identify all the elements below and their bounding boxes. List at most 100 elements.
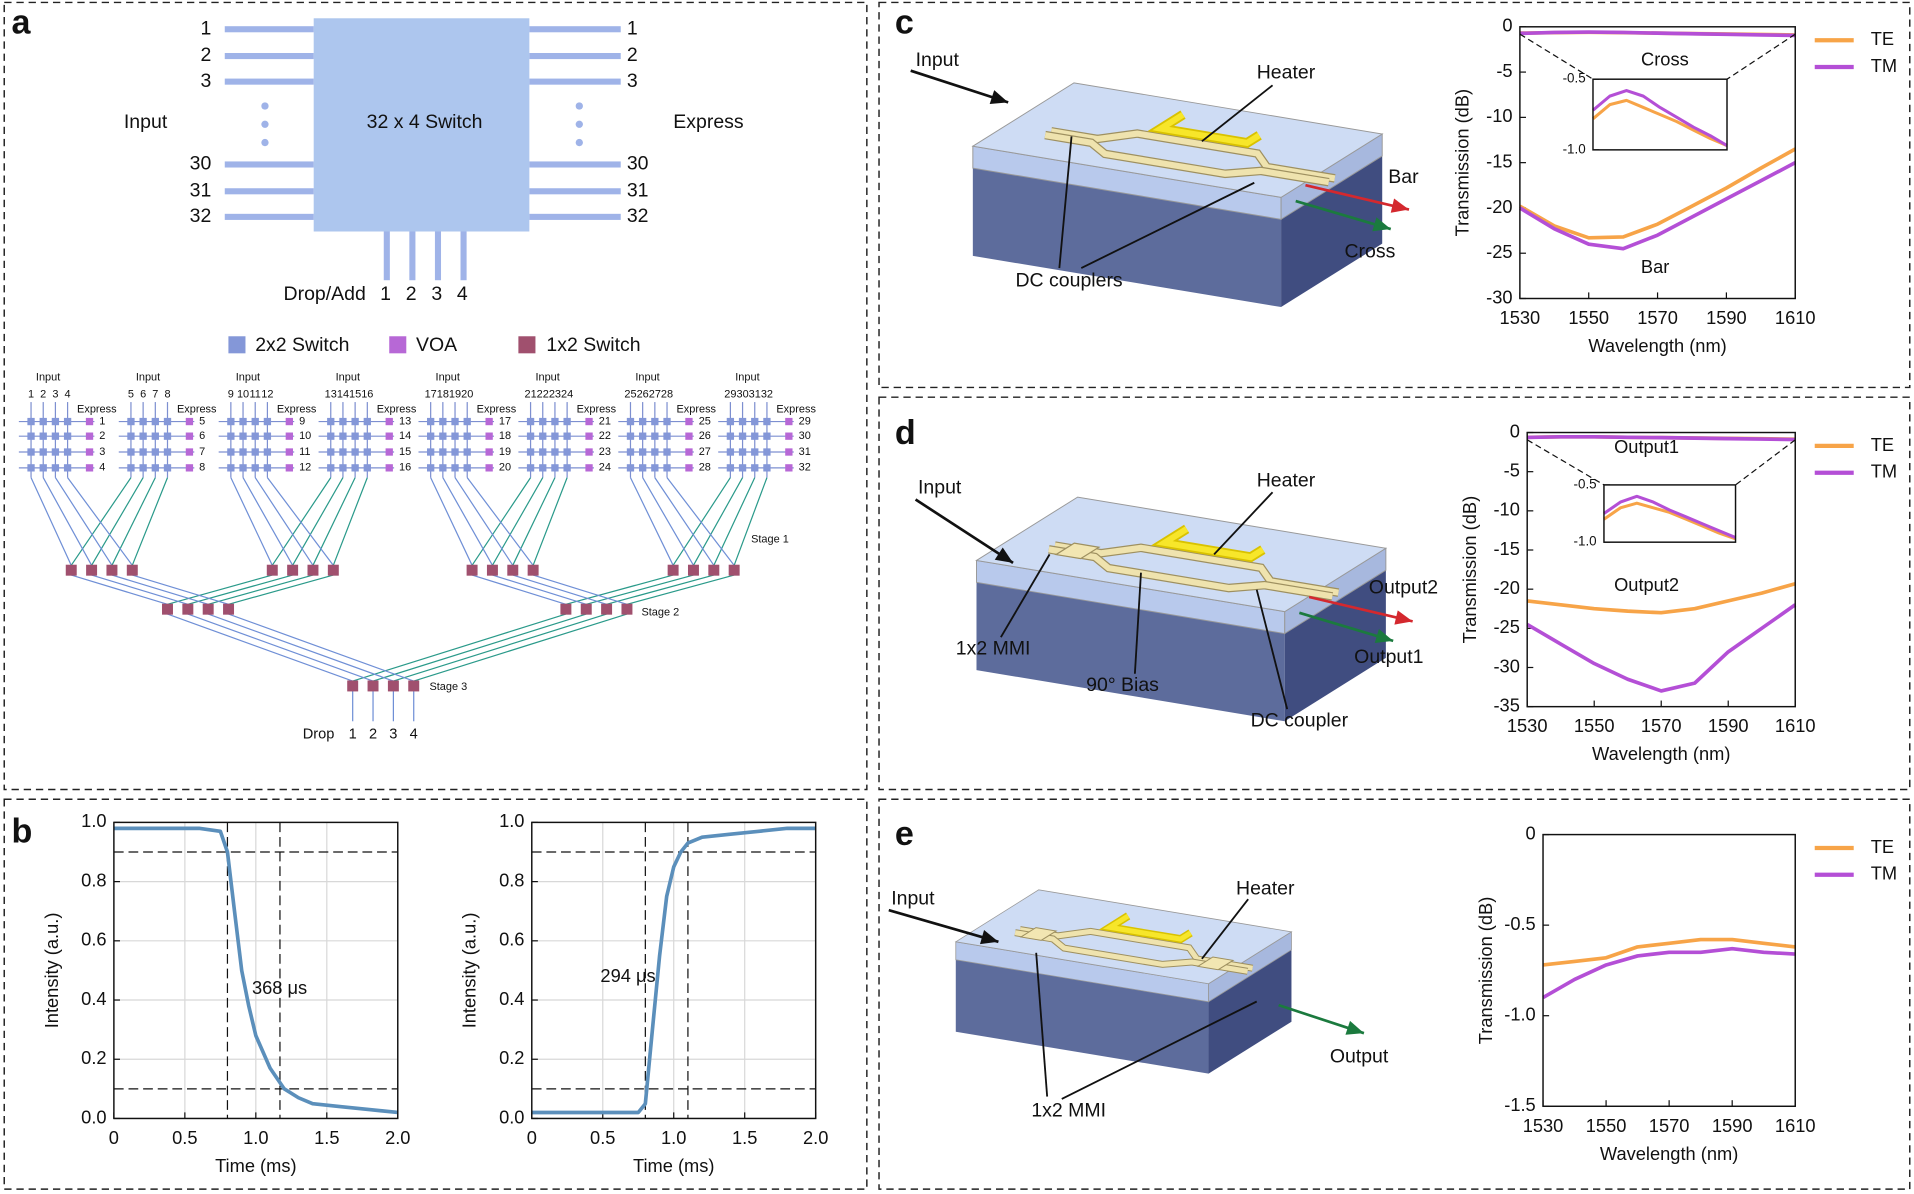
voa xyxy=(185,448,194,456)
leader-line xyxy=(1080,181,1255,269)
y-tick-label: -0.5 xyxy=(1563,71,1586,86)
wire xyxy=(692,477,744,566)
wire xyxy=(70,477,132,566)
switch-1x2 xyxy=(223,603,235,615)
group-express-number: 2 xyxy=(99,430,105,442)
y-tick-label: 0 xyxy=(1502,15,1512,36)
annotation: Output1 xyxy=(1614,436,1679,457)
switch-1x2 xyxy=(347,680,359,692)
switch-2x2 xyxy=(639,432,647,440)
y-tick-label: -25 xyxy=(1486,241,1512,262)
express-number: 1 xyxy=(627,17,638,39)
x-tick-label: 0 xyxy=(527,1127,537,1148)
switch-2x2 xyxy=(339,464,347,472)
switch-2x2 xyxy=(227,448,235,456)
leader-line xyxy=(1133,572,1142,674)
input-number: 32 xyxy=(190,205,212,227)
y-tick-label: -35 xyxy=(1493,694,1519,715)
switch-1x2 xyxy=(307,564,319,576)
group-express-number: 11 xyxy=(299,446,310,458)
legend-label: VOA xyxy=(416,334,457,356)
x-tick-label: 1530 xyxy=(1500,307,1541,328)
group-input-number: 29 xyxy=(724,389,736,401)
input-number: 2 xyxy=(201,44,212,66)
wire xyxy=(111,477,156,566)
group-input-number: 26 xyxy=(637,389,649,401)
wire xyxy=(187,574,293,605)
panel-letter: e xyxy=(895,815,914,853)
y-tick-label: -25 xyxy=(1493,616,1519,637)
substrate-front xyxy=(955,959,1209,1074)
wire xyxy=(586,574,694,605)
drop-line xyxy=(460,231,467,281)
switch-2x2 xyxy=(39,448,47,456)
input-number: 31 xyxy=(190,179,212,201)
switch-2x2 xyxy=(127,417,135,426)
switch-2x2 xyxy=(263,417,272,426)
express-number: 2 xyxy=(627,44,638,66)
switch-2x2 xyxy=(39,417,47,426)
voa xyxy=(585,432,593,440)
switch-2x2 xyxy=(751,464,759,472)
voa xyxy=(685,464,693,472)
switch-label: 32 x 4 Switch xyxy=(367,111,483,133)
legend-swatch xyxy=(228,336,246,354)
plot-frame xyxy=(1526,431,1796,708)
y-tick-label: -0.5 xyxy=(1574,476,1597,491)
x-tick-label: 2.0 xyxy=(803,1127,828,1148)
group-express-number: 25 xyxy=(699,415,711,427)
group-input-number: 21 xyxy=(524,389,536,401)
switch-2x2 xyxy=(263,464,272,472)
switch-2x2 xyxy=(439,448,447,456)
switch-2x2 xyxy=(63,448,72,456)
stage-label: Stage 2 xyxy=(641,607,679,619)
switch-2x2 xyxy=(127,464,135,472)
wire xyxy=(491,477,544,566)
group-input-number: 3 xyxy=(52,389,58,401)
input-label: Input xyxy=(124,111,168,133)
device-label: 1x2 MMI xyxy=(956,638,1031,660)
switch-2x2 xyxy=(263,432,272,440)
switch-2x2 xyxy=(451,464,459,472)
plot-frame xyxy=(1592,78,1728,151)
express-number: 30 xyxy=(627,153,649,175)
x-tick-label: 0.5 xyxy=(172,1127,197,1148)
zoom-line xyxy=(1526,439,1605,486)
wire xyxy=(54,477,113,566)
switch-2x2 xyxy=(626,464,635,472)
y-tick-label: -20 xyxy=(1486,196,1512,217)
switch-2x2 xyxy=(339,417,347,426)
y-tick-label: 0 xyxy=(1510,420,1520,441)
switch-2x2 xyxy=(539,417,547,426)
input-number: 3 xyxy=(201,70,212,92)
voa xyxy=(185,432,194,440)
x-tick-label: 0.5 xyxy=(590,1127,615,1148)
series-line xyxy=(1519,30,1796,38)
switch-2x2 xyxy=(151,417,159,426)
arrow xyxy=(1305,183,1410,211)
wire xyxy=(471,477,532,566)
group-input-number: 17 xyxy=(425,389,437,401)
switch-2x2 xyxy=(439,432,447,440)
dot xyxy=(575,120,583,128)
switch-1x2 xyxy=(387,680,399,692)
waveguide xyxy=(1044,132,1330,186)
y-tick-label: -5 xyxy=(1496,60,1512,81)
switch-2x2 xyxy=(751,432,759,440)
x-tick-label: 1550 xyxy=(1586,1115,1627,1136)
wire xyxy=(208,574,314,605)
wire xyxy=(672,477,731,566)
legend-label: TM xyxy=(1871,55,1897,76)
switch-2x2 xyxy=(626,432,635,440)
group-express-number: 19 xyxy=(499,446,511,458)
legend-label: 2x2 Switch xyxy=(255,334,349,356)
switch-2x2 xyxy=(427,448,435,456)
device-label: Heater xyxy=(1236,878,1295,900)
voa xyxy=(285,464,293,472)
switch-2x2 xyxy=(551,464,559,472)
voa xyxy=(785,464,793,472)
group-input-number: 5 xyxy=(128,389,134,401)
switch-2x2 xyxy=(751,417,759,426)
switch-1x2 xyxy=(580,603,592,615)
